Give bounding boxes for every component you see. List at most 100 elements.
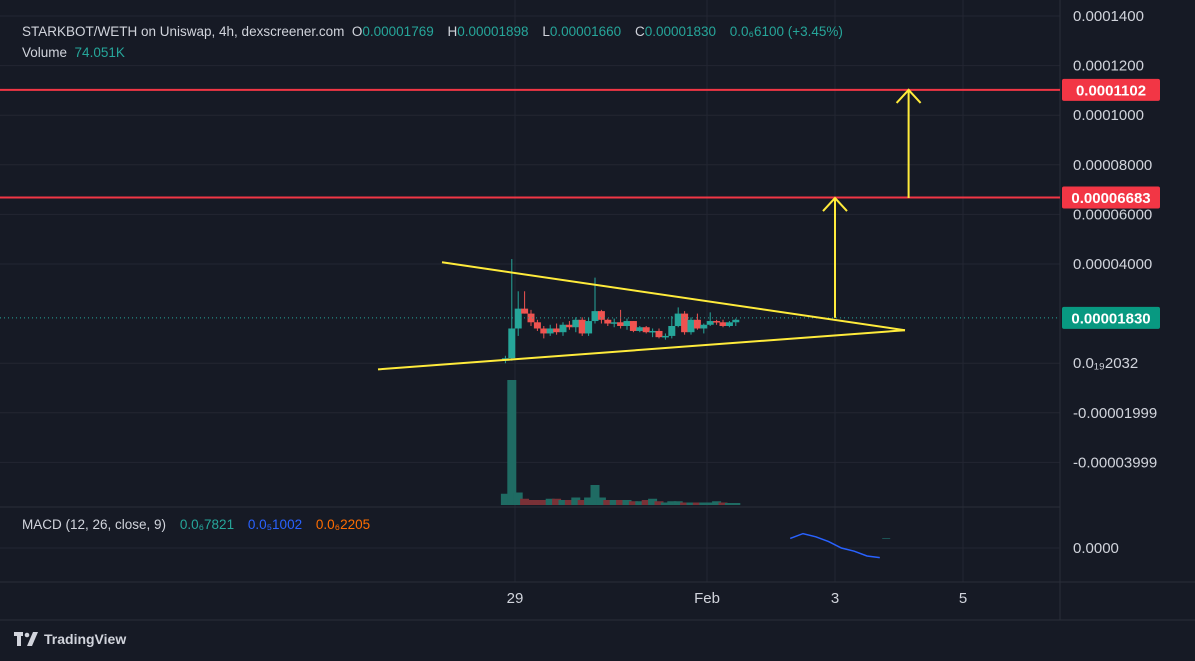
volume-bar [635, 501, 645, 505]
candle-body [681, 313, 689, 333]
candle-body [713, 321, 721, 323]
volume-label: Volume [22, 45, 68, 60]
volume-bar [545, 498, 555, 505]
candle-body [521, 308, 529, 314]
macd-axis-label: 0.0000 [1073, 540, 1119, 557]
volume-bar [718, 502, 728, 505]
volume-bar [673, 501, 683, 505]
close-label: C [634, 24, 645, 39]
target-arrow-head [895, 88, 922, 104]
time-tick-label: 3 [831, 590, 839, 607]
volume-row: Volume 74.051K [22, 45, 843, 60]
time-tick-label: 29 [507, 590, 524, 607]
candle-body [553, 328, 561, 333]
volume-bar [603, 500, 613, 505]
symbol-title[interactable]: STARKBOT/WETH on Uniswap, 4h, dexscreene… [22, 24, 345, 39]
candle-body [565, 324, 573, 328]
volume-bar [731, 503, 741, 505]
grid [0, 0, 1060, 582]
volume-bar [507, 380, 517, 505]
price-tick-label: -0.00001999 [1073, 405, 1157, 422]
candle-body [719, 322, 727, 326]
candle-body [700, 324, 708, 329]
tradingview-footer[interactable]: TradingView [14, 631, 126, 647]
ohlc-row: STARKBOT/WETH on Uniswap, 4h, dexscreene… [22, 24, 843, 39]
candle-body [661, 335, 669, 338]
volume-bar [724, 503, 734, 505]
volume-bar [590, 485, 600, 505]
macd-legend[interactable]: MACD (12, 26, close, 9) 0.0₆7821 0.0₅100… [22, 517, 370, 532]
price-label-text: 0.00001830 [1071, 310, 1150, 327]
price-labels: 0.0001102 0.00006683 0.00001830 [1062, 78, 1160, 329]
candle-body [585, 321, 593, 334]
volume-bar [584, 497, 594, 505]
price-label-box [1062, 306, 1160, 329]
candle-body [559, 324, 567, 333]
triangle-upper-line [441, 261, 906, 332]
horizontal-levels[interactable] [0, 88, 1060, 319]
candle-body [533, 322, 541, 329]
volume-bar [692, 502, 702, 505]
macd-value-3: 0.0₆2205 [315, 517, 371, 532]
time-tick-label: 5 [959, 590, 967, 607]
price-label-text: 0.0001102 [1076, 82, 1146, 99]
macd-value-2: 0.0₅1002 [247, 517, 303, 532]
triangle-lower-line [377, 329, 906, 371]
candle-body [591, 311, 599, 322]
time-axis[interactable]: 29 Feb 3 5 [507, 590, 968, 607]
volume-bar [526, 500, 536, 505]
candle-body [508, 328, 516, 359]
candle-body [693, 319, 701, 329]
candle-body [610, 322, 618, 324]
candle-body [642, 327, 650, 333]
price-axis[interactable]: 0.0001400 0.0001200 0.0001000 0.00008000 0.0… [1073, 8, 1157, 471]
volume-value: 74.051K [74, 45, 125, 60]
triangle-pattern[interactable] [377, 88, 922, 371]
candle-body [572, 319, 580, 328]
candle-body [514, 308, 522, 329]
macd-title[interactable]: MACD (12, 26, close, 9) [22, 517, 167, 532]
price-tick-label: 0.00008000 [1073, 157, 1152, 174]
candle-body [540, 328, 548, 334]
candle-body [655, 330, 663, 338]
price-tick-label: 0.0001000 [1073, 107, 1144, 124]
high-value: 0.00001898 [457, 24, 529, 39]
macd-line [789, 532, 880, 559]
volume-bar [622, 500, 632, 505]
volume-bar [616, 500, 626, 505]
price-tick-label: 0.0001400 [1073, 8, 1144, 25]
volume-bar [641, 500, 651, 505]
volume-bar [577, 500, 587, 505]
volume-bar [532, 500, 542, 505]
macd-pane: 0.0000 [0, 532, 1119, 559]
open-value: 0.00001769 [362, 24, 434, 39]
volume-bar [520, 498, 530, 505]
volume-bar [648, 498, 658, 505]
price-tick-label: -0.00003999 [1073, 454, 1157, 471]
brand-name: TradingView [44, 631, 127, 647]
open-label: O [351, 24, 363, 39]
volume-bar [500, 493, 510, 505]
close-value: 0.00001830 [644, 24, 717, 39]
volume-bar [513, 492, 523, 505]
volume-bar [660, 502, 670, 505]
change-value: 0.0₆6100 (+3.45%) [729, 24, 843, 39]
candle-body [546, 328, 554, 334]
price-tick-label: 0.0₁₉2032 [1073, 355, 1138, 372]
candle-body [623, 321, 631, 326]
low-value: 0.00001660 [549, 24, 622, 39]
candle-body [597, 311, 605, 320]
volume-bar [609, 500, 619, 505]
candle-body [668, 326, 676, 336]
candle-body [687, 319, 695, 333]
price-label-box [1062, 78, 1160, 101]
chart-legend: STARKBOT/WETH on Uniswap, 4h, dexscreene… [22, 24, 843, 60]
volume-bar [654, 501, 664, 505]
candle-body [527, 313, 535, 323]
volume-bar [558, 500, 568, 505]
candle-body [629, 321, 637, 331]
candle-body [604, 319, 612, 324]
volume-bar [699, 502, 709, 505]
tradingview-logo-icon [14, 632, 38, 646]
